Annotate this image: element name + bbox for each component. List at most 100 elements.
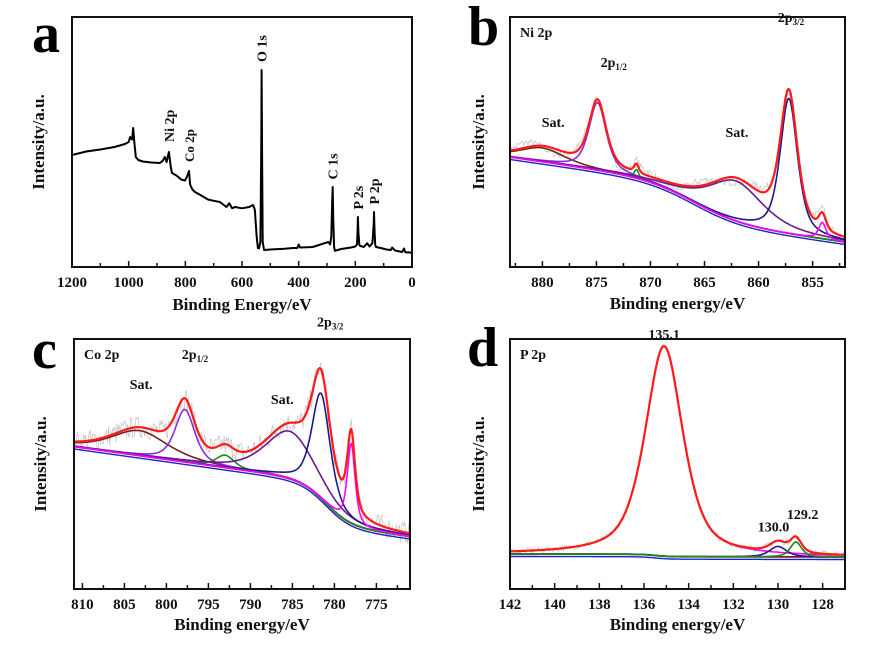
annotation-text: 129.2 xyxy=(787,508,819,523)
x-tick-label: 1200 xyxy=(57,275,87,291)
x-tick-label: 780 xyxy=(323,597,346,613)
peak-annotation: Sat. xyxy=(542,116,565,131)
x-tick-label: 138 xyxy=(588,597,611,613)
component-0 xyxy=(510,345,845,556)
x-tick-label: 785 xyxy=(281,597,304,613)
peak-annotation: Sat. xyxy=(130,378,153,393)
plot-frame xyxy=(73,338,411,590)
background-line xyxy=(510,156,845,243)
annotation-subscript: 3/2 xyxy=(793,17,805,27)
envelope-line xyxy=(510,87,845,239)
x-axis-title: Binding Energy/eV xyxy=(172,295,312,314)
annotation-text: Sat. xyxy=(542,116,565,131)
background-line xyxy=(74,445,410,538)
plot-area xyxy=(510,87,845,246)
x-tick-label: 130 xyxy=(767,597,790,613)
peak-annotation: Co 2p xyxy=(182,129,197,162)
peak-annotation: P 2s xyxy=(352,185,367,209)
x-tick-label: 870 xyxy=(639,275,662,291)
envelope-line xyxy=(510,345,845,556)
annotation-text: 2p xyxy=(182,348,197,363)
annotation-text: 2p xyxy=(317,316,332,331)
peak-annotation: 129.2 xyxy=(787,508,819,523)
x-tick-label: 775 xyxy=(365,597,388,613)
peak-annotation: 2p3/2 xyxy=(317,316,344,332)
plot-frame xyxy=(509,16,846,268)
x-tick-label: 142 xyxy=(499,597,522,613)
x-tick-label: 810 xyxy=(71,597,94,613)
panel-letter: b xyxy=(468,0,499,58)
annotation-text: 135.1 xyxy=(648,328,680,343)
peak-annotation: Sat. xyxy=(271,393,294,408)
x-tick-label: 134 xyxy=(677,597,700,613)
peak-annotation: C 1s xyxy=(327,153,342,180)
panel-d: d 142 140 138 136 134 132 130 128 Binding energy/… xyxy=(467,317,846,634)
peak-annotation: 2p3/2 xyxy=(778,11,805,27)
x-tick-label: 600 xyxy=(231,275,254,291)
x-axis-title: Binding energy/eV xyxy=(610,615,746,634)
x-tick-label: 1000 xyxy=(114,275,144,291)
x-axis-title: Binding energy/eV xyxy=(174,615,310,634)
x-tick-label: 400 xyxy=(287,275,310,291)
component-2 xyxy=(510,541,845,558)
x-tick-label: 865 xyxy=(693,275,716,291)
panel-b: b 880 875 870 865 860 855 Binding energy/eV Inte… xyxy=(468,0,846,313)
peak-annotation: O 1s xyxy=(256,35,271,62)
annotation-text: Sat. xyxy=(130,378,153,393)
x-tick-label: 132 xyxy=(722,597,745,613)
x-tick-label: 880 xyxy=(531,275,554,291)
peak-annotation: 2p1/2 xyxy=(601,56,628,72)
inner-title: P 2p xyxy=(520,348,546,363)
y-axis-title: Intensity/a.u. xyxy=(31,416,50,511)
peak-annotation: 135.1 xyxy=(648,328,680,343)
baseline-line xyxy=(74,448,410,540)
inner-title: Co 2p xyxy=(84,348,120,363)
component-2 xyxy=(74,445,410,538)
annotation-text: 2p xyxy=(778,11,793,26)
annotation-text: 2p xyxy=(601,56,616,71)
panel-c: c 810 805 800 795 790 785 780 775 Binding energy/… xyxy=(31,316,411,634)
annotation-subscript: 3/2 xyxy=(332,322,344,332)
baseline-line xyxy=(510,555,845,561)
x-tick-label: 0 xyxy=(408,275,416,291)
plot-area xyxy=(510,343,845,561)
peak-annotation: Sat. xyxy=(725,126,748,141)
x-tick-label: 800 xyxy=(155,597,178,613)
envelope-line xyxy=(74,367,410,535)
y-axis-title: Intensity/a.u. xyxy=(469,94,488,189)
y-axis-title: Intensity/a.u. xyxy=(29,94,48,189)
series-line-0 xyxy=(72,69,412,254)
baseline-line xyxy=(510,158,845,246)
x-tick-label: 200 xyxy=(344,275,367,291)
plot-area xyxy=(72,69,412,254)
x-tick-label: 875 xyxy=(585,275,608,291)
peak-annotation: Ni 2p xyxy=(163,110,178,143)
plot-area xyxy=(74,362,410,544)
panel-letter: c xyxy=(32,319,57,381)
x-tick-label: 805 xyxy=(113,597,136,613)
plot-frame xyxy=(71,16,413,268)
x-tick-label: 855 xyxy=(801,275,824,291)
panel-a: a 1200 1000 800 600 400 200 0 Binding Energy/eV I… xyxy=(29,3,416,314)
raw-data-line xyxy=(510,343,845,558)
component-3 xyxy=(510,155,845,241)
annotation-text: Sat. xyxy=(271,393,294,408)
panel-letter: d xyxy=(467,317,498,379)
x-axis-title: Binding energy/eV xyxy=(610,294,746,313)
x-tick-label: 136 xyxy=(633,597,656,613)
peak-annotation: P 2p xyxy=(368,178,383,204)
y-axis-title: Intensity/a.u. xyxy=(469,416,488,511)
panel-letter: a xyxy=(32,3,60,65)
x-tick-label: 860 xyxy=(747,275,770,291)
annotation-subscript: 1/2 xyxy=(197,354,209,364)
component-5 xyxy=(510,156,845,243)
annotation-subscript: 1/2 xyxy=(615,62,627,72)
peak-annotation: 2p1/2 xyxy=(182,348,209,364)
x-tick-label: 140 xyxy=(543,597,566,613)
x-tick-label: 128 xyxy=(811,597,834,613)
annotation-text: Sat. xyxy=(725,126,748,141)
x-tick-label: 795 xyxy=(197,597,220,613)
peak-annotation: 130.0 xyxy=(758,521,790,536)
annotation-text: 130.0 xyxy=(758,521,790,536)
